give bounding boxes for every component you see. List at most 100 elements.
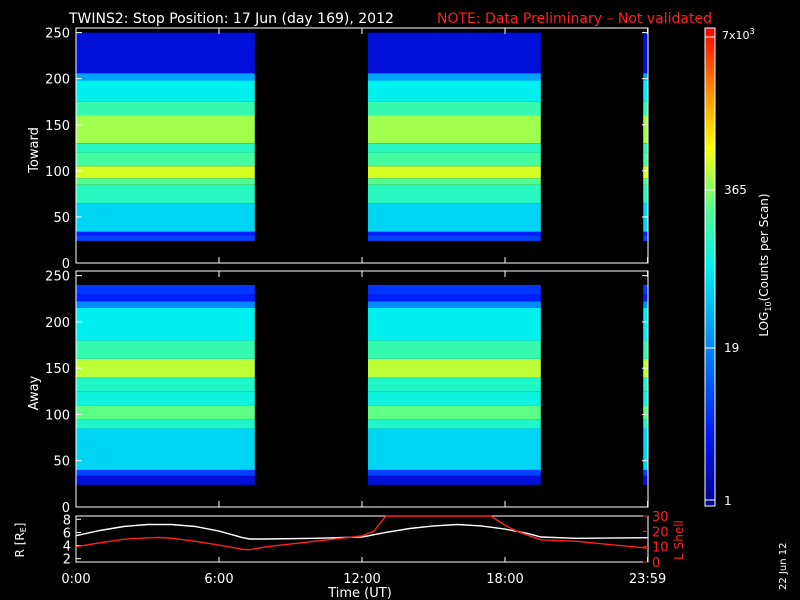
away-band-1-1 xyxy=(368,470,541,476)
xtick-label-4: 23:59 xyxy=(629,572,666,587)
xtick-label-3: 18:00 xyxy=(486,572,523,587)
toward-ytick-label-150: 150 xyxy=(45,119,70,134)
xtick-label-2: 12:00 xyxy=(343,572,380,587)
lshell-ytick-label-20: 20 xyxy=(652,525,669,540)
away-band-1-5 xyxy=(368,391,541,406)
away-band-0-8 xyxy=(76,340,255,359)
generation-date: 22 Jun 12 xyxy=(778,543,789,590)
toward-band-0-7 xyxy=(76,143,255,153)
toward-band-1-7 xyxy=(368,143,541,153)
r-axis-label: R [RE] xyxy=(13,523,28,558)
r-ytick-label-4: 4 xyxy=(63,540,71,555)
away-band-0-7 xyxy=(76,358,255,378)
toward-axis-label: Toward xyxy=(27,127,42,174)
away-band-2-6 xyxy=(643,377,648,392)
colorbar-tick-label-1: 1 xyxy=(724,494,732,508)
away-band-2-4 xyxy=(643,405,648,420)
away-band-0-6 xyxy=(76,377,255,392)
toward-band-0-8 xyxy=(76,115,255,144)
colorbar xyxy=(704,27,716,507)
away-band-1-4 xyxy=(368,405,541,420)
toward-band-2-4 xyxy=(643,178,648,185)
toward-ytick-label-100: 100 xyxy=(45,165,70,180)
toward-band-0-11 xyxy=(76,73,255,81)
colorbar-top-label: 7x103 xyxy=(722,27,755,42)
away-band-2-12 xyxy=(643,284,648,295)
away-band-0-4 xyxy=(76,405,255,420)
away-band-0-10 xyxy=(76,301,255,308)
away-axis-label: Away xyxy=(27,375,42,410)
toward-band-0-1 xyxy=(76,231,255,236)
l-shell-line xyxy=(75,515,649,551)
away-band-2-9 xyxy=(643,308,648,341)
toward-band-0-4 xyxy=(76,178,255,185)
away-band-2-8 xyxy=(643,340,648,359)
toward-band-1-9 xyxy=(368,101,541,116)
toward-band-2-8 xyxy=(643,115,648,144)
r-ytick-label-6: 6 xyxy=(63,526,71,541)
toward-band-1-8 xyxy=(368,115,541,144)
away-band-0-5 xyxy=(76,391,255,406)
away-band-1-12 xyxy=(368,284,541,295)
toward-band-0-2 xyxy=(76,203,255,232)
toward-band-2-9 xyxy=(643,101,648,116)
away-ytick-label-100: 100 xyxy=(45,408,70,423)
away-ytick-label-50: 50 xyxy=(53,455,70,470)
toward-band-1-2 xyxy=(368,203,541,232)
toward-band-2-11 xyxy=(643,73,648,81)
away-band-2-5 xyxy=(643,391,648,406)
away-band-0-9 xyxy=(76,308,255,341)
xtick-label-0: 0:00 xyxy=(61,572,90,587)
away-band-2-10 xyxy=(643,301,648,308)
toward-band-1-12 xyxy=(368,32,541,74)
orbit-frame xyxy=(75,515,649,563)
chart-title: TWINS2: Stop Position: 17 Jun (day 169),… xyxy=(68,11,394,27)
toward-band-2-0 xyxy=(643,235,648,241)
toward-band-1-0 xyxy=(368,235,541,241)
away-band-2-11 xyxy=(643,294,648,302)
toward-band-0-9 xyxy=(76,101,255,116)
toward-band-1-6 xyxy=(368,152,541,167)
lshell-axis-label: L Shell xyxy=(672,520,686,560)
r-ytick-label-2: 2 xyxy=(63,553,71,568)
away-band-1-9 xyxy=(368,308,541,341)
x-axis-label: Time (UT) xyxy=(327,586,392,600)
toward-band-1-4 xyxy=(368,178,541,185)
away-band-1-0 xyxy=(368,475,541,485)
away-ytick-label-250: 250 xyxy=(45,270,70,285)
away-spectrogram-panel: 0 50 100 150 200 250 xyxy=(45,270,649,516)
toward-band-2-3 xyxy=(643,184,648,204)
away-band-0-1 xyxy=(76,470,255,476)
toward-band-0-10 xyxy=(76,80,255,102)
away-band-0-0 xyxy=(76,475,255,485)
toward-band-2-12 xyxy=(643,32,648,74)
away-ytick-label-150: 150 xyxy=(45,362,70,377)
colorbar-tick-label-19: 19 xyxy=(724,341,739,355)
lshell-ytick-label-10: 10 xyxy=(652,541,669,556)
away-band-0-3 xyxy=(76,419,255,429)
away-band-0-11 xyxy=(76,294,255,302)
away-band-1-10 xyxy=(368,301,541,308)
r-ytick-label-8: 8 xyxy=(63,513,71,528)
away-band-1-6 xyxy=(368,377,541,392)
toward-ytick-label-0: 0 xyxy=(62,257,70,272)
toward-band-1-11 xyxy=(368,73,541,81)
away-ytick-label-200: 200 xyxy=(45,316,70,331)
away-band-1-3 xyxy=(368,419,541,429)
away-band-1-11 xyxy=(368,294,541,302)
toward-band-0-5 xyxy=(76,166,255,179)
toward-band-0-0 xyxy=(76,235,255,241)
away-band-1-7 xyxy=(368,358,541,378)
toward-band-2-1 xyxy=(643,231,648,236)
away-band-2-1 xyxy=(643,470,648,476)
toward-band-1-1 xyxy=(368,231,541,236)
toward-band-1-5 xyxy=(368,166,541,179)
toward-ytick-label-50: 50 xyxy=(53,211,70,226)
toward-band-2-10 xyxy=(643,80,648,102)
toward-band-1-10 xyxy=(368,80,541,102)
toward-band-0-12 xyxy=(76,32,255,74)
toward-band-2-5 xyxy=(643,166,648,179)
away-band-1-8 xyxy=(368,340,541,359)
away-band-0-12 xyxy=(76,284,255,295)
